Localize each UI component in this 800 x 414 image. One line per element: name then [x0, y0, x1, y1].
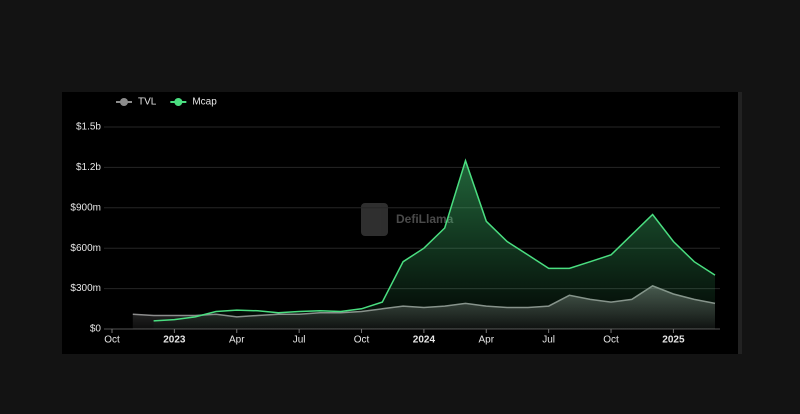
y-tick-label: $900m: [70, 202, 101, 213]
watermark-text: DefiLlama: [396, 212, 454, 226]
panel-edge: [738, 92, 742, 354]
y-tick-label: $0: [90, 324, 102, 335]
series-area: [153, 160, 716, 329]
x-tick-label: 2023: [163, 335, 186, 346]
legend-item[interactable]: Mcap: [170, 97, 217, 108]
x-tick-label: 2025: [662, 335, 685, 346]
y-tick-label: $1.2b: [76, 162, 101, 173]
x-tick-label: Apr: [478, 335, 494, 346]
x-tick-label: Jul: [542, 335, 555, 346]
series-line: [153, 158, 716, 322]
x-tick-label: Oct: [354, 335, 370, 346]
x-tick-label: 2024: [413, 335, 436, 346]
legend-item[interactable]: TVL: [116, 97, 157, 108]
x-tick-label: Oct: [104, 335, 120, 346]
watermark-logo: [361, 203, 388, 236]
x-tick-label: Apr: [229, 335, 245, 346]
y-tick-label: $300m: [70, 283, 101, 294]
legend-label: Mcap: [192, 97, 217, 108]
legend-swatch: [120, 98, 128, 106]
x-tick-label: Jul: [293, 335, 306, 346]
legend-label: TVL: [138, 97, 157, 108]
legend-swatch: [174, 98, 183, 106]
y-tick-label: $600m: [70, 243, 101, 254]
watermark: DefiLlama: [361, 203, 454, 236]
x-tick-label: Oct: [603, 335, 619, 346]
y-tick-label: $1.5b: [76, 122, 101, 133]
